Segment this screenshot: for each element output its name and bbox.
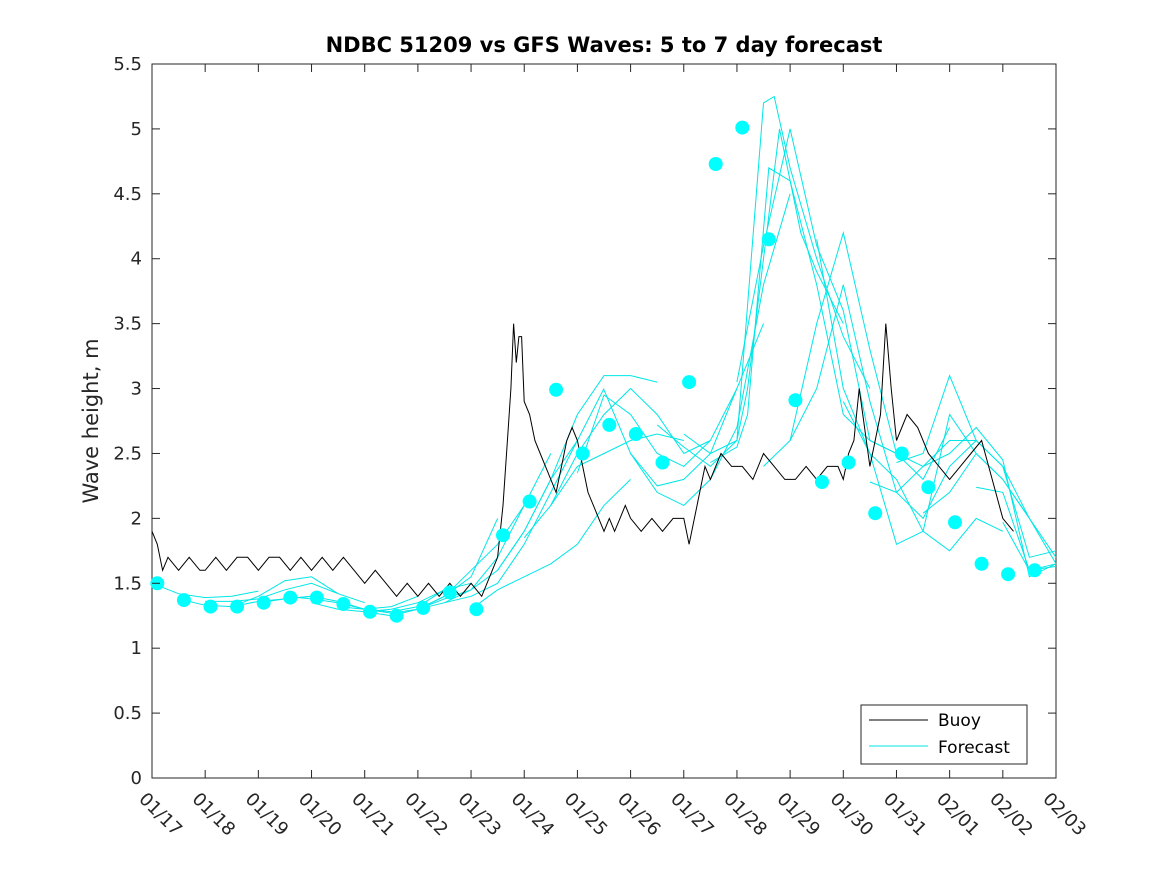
forecast-marker-28 bbox=[894, 446, 909, 461]
y-tick-label-4: 2 bbox=[131, 508, 142, 529]
forecast-marker-16 bbox=[575, 446, 590, 461]
y-tick-label-0: 0 bbox=[131, 768, 142, 789]
forecast-marker-21 bbox=[708, 157, 723, 171]
y-tick-label-5: 2.5 bbox=[113, 443, 142, 464]
buoy-series bbox=[151, 323, 1014, 598]
forecast-marker-31 bbox=[974, 556, 989, 571]
chart-title: NDBC 51209 vs GFS Waves: 5 to 7 day fore… bbox=[326, 33, 883, 57]
forecast-markers bbox=[150, 120, 1042, 623]
y-tick-label-6: 3 bbox=[131, 379, 142, 400]
forecast-line-24 bbox=[789, 284, 977, 520]
forecast-line-31 bbox=[976, 486, 1057, 571]
forecast-line-23 bbox=[763, 230, 950, 467]
forecast-marker-7 bbox=[336, 597, 351, 611]
forecast-line-0 bbox=[151, 582, 259, 599]
forecast-marker-22 bbox=[735, 120, 750, 135]
y-tick-label-2: 1 bbox=[131, 638, 142, 659]
forecast-marker-26 bbox=[841, 455, 856, 470]
y-axis-label: Wave height, m bbox=[79, 338, 103, 503]
y-tick-label-3: 1.5 bbox=[113, 573, 142, 594]
forecast-line-22 bbox=[736, 128, 951, 481]
forecast-marker-24 bbox=[788, 393, 803, 408]
forecast-marker-15 bbox=[549, 382, 564, 397]
forecast-marker-9 bbox=[389, 608, 404, 623]
legend-buoy-label: Buoy bbox=[938, 711, 981, 731]
forecast-marker-5 bbox=[283, 590, 298, 605]
forecast-marker-1 bbox=[176, 593, 191, 608]
y-tick-label-1: 0.5 bbox=[113, 703, 142, 724]
y-tick-label-11: 5.5 bbox=[113, 54, 142, 75]
forecast-marker-33 bbox=[1027, 563, 1042, 578]
forecast-marker-8 bbox=[363, 604, 377, 619]
forecast-marker-29 bbox=[921, 480, 936, 495]
y-tick-label-7: 3.5 bbox=[113, 314, 142, 335]
forecast-marker-10 bbox=[416, 600, 431, 615]
forecast-marker-20 bbox=[682, 375, 697, 390]
forecast-line-20 bbox=[683, 95, 871, 455]
forecast-marker-3 bbox=[230, 599, 245, 614]
forecast-line-16 bbox=[576, 388, 738, 474]
forecast-line-25 bbox=[816, 239, 1004, 552]
forecast-marker-19 bbox=[655, 455, 670, 470]
forecast-marker-32 bbox=[1001, 567, 1016, 582]
forecast-marker-4 bbox=[256, 595, 271, 610]
forecast-line-13 bbox=[497, 375, 658, 571]
forecast-marker-30 bbox=[948, 515, 962, 530]
forecast-line-2 bbox=[205, 582, 339, 602]
y-tick-label-9: 4.5 bbox=[113, 184, 142, 205]
legend-forecast-label: Forecast bbox=[938, 738, 1010, 758]
forecast-marker-18 bbox=[628, 427, 643, 441]
forecast-marker-14 bbox=[522, 494, 537, 509]
forecast-line-29 bbox=[922, 452, 1057, 565]
forecast-marker-6 bbox=[309, 590, 324, 605]
forecast-marker-27 bbox=[868, 506, 883, 521]
forecast-marker-25 bbox=[815, 475, 829, 489]
forecast-line-3 bbox=[231, 576, 365, 608]
buoy-line bbox=[151, 323, 1014, 598]
y-tick-label-10: 5 bbox=[131, 119, 142, 140]
forecast-marker-23 bbox=[761, 232, 776, 247]
forecast-line-12 bbox=[470, 479, 631, 610]
legend-box bbox=[860, 704, 1028, 765]
forecast-marker-11 bbox=[442, 585, 457, 600]
y-axis: 0 0.5 1 1.5 2 2.5 3 3.5 4 4.5 5 5.5 bbox=[113, 54, 1056, 789]
forecast-marker-17 bbox=[602, 417, 617, 432]
forecast-marker-12 bbox=[469, 602, 484, 617]
forecast-marker-2 bbox=[203, 599, 218, 614]
legend: Buoy Forecast bbox=[860, 704, 1028, 765]
y-tick-label-8: 4 bbox=[131, 249, 142, 270]
plot-area bbox=[150, 63, 1057, 779]
forecast-marker-13 bbox=[496, 528, 510, 543]
